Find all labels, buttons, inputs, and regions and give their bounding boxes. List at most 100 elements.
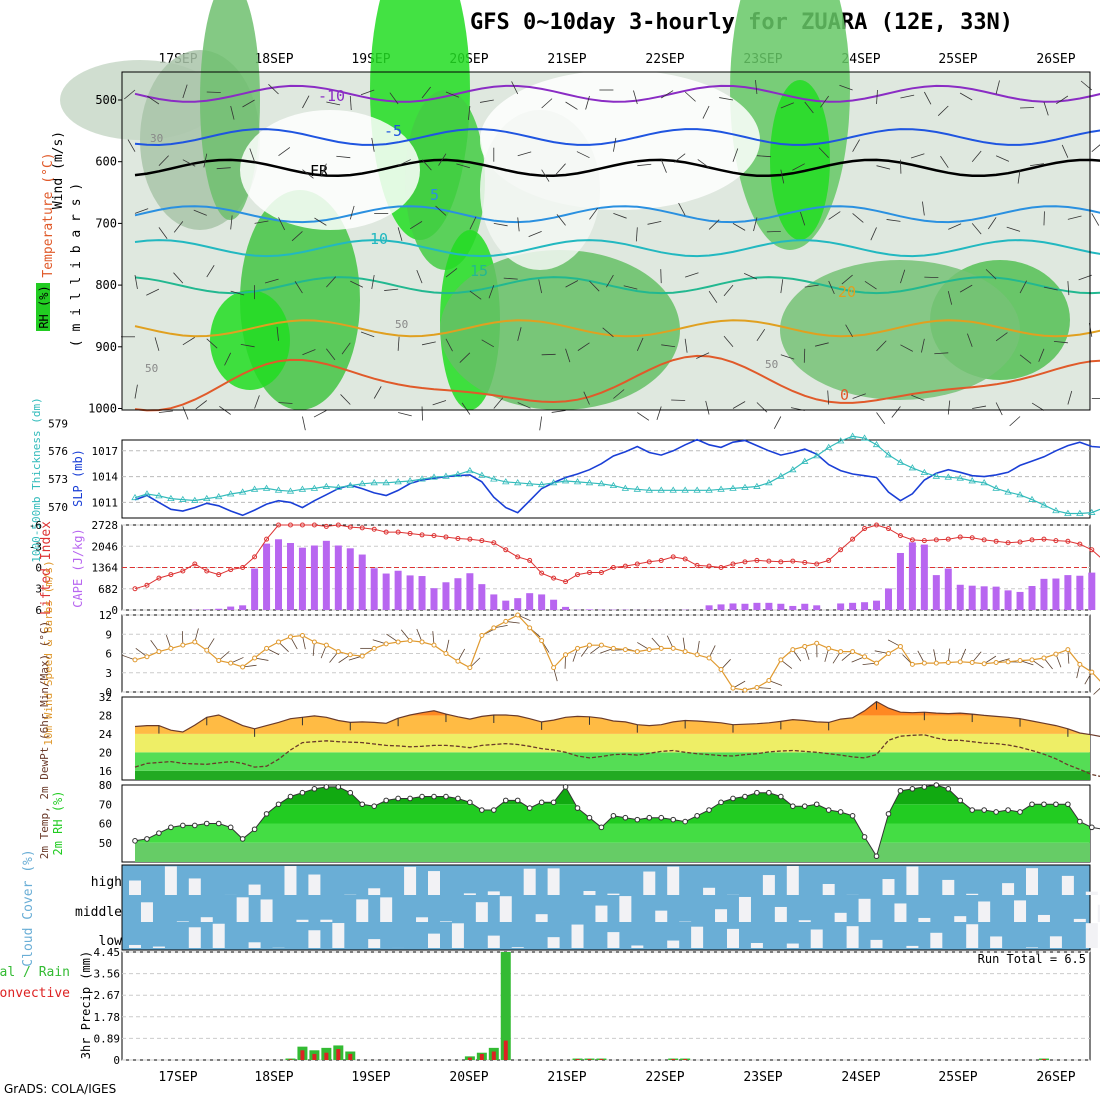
wind-marker: [969, 659, 975, 665]
cloud-block: [308, 930, 321, 948]
cloud-block: [523, 868, 536, 895]
rh-marker: [180, 822, 186, 829]
wind-barb: [633, 90, 638, 105]
cloud-block: [858, 898, 871, 922]
cape-bar: [717, 604, 725, 610]
li-marker: [682, 556, 688, 562]
thickness-line: [134, 435, 1100, 515]
cloud-block: [1002, 883, 1015, 895]
pressure-tick-label: 600: [95, 155, 117, 169]
li-marker: [742, 559, 748, 565]
thickness-marker: [274, 486, 283, 493]
wind-barb: [1017, 169, 1021, 184]
cloud-block: [284, 866, 297, 895]
thickness-marker: [394, 478, 402, 485]
thickness-marker: [753, 482, 761, 489]
thickness-marker: [537, 480, 546, 488]
rh-marker: [419, 793, 425, 800]
precip-conv-bar: [491, 1051, 496, 1060]
wind-marker: [276, 639, 282, 645]
cloud-block: [906, 866, 919, 895]
wind-barb: [947, 400, 951, 415]
rh-marker: [192, 822, 198, 829]
wind-barb: [971, 223, 982, 235]
rh-marker: [407, 795, 413, 802]
wind-barb: [972, 405, 987, 409]
cape-bar: [322, 540, 330, 610]
li-marker: [311, 522, 317, 528]
cape-bar: [861, 602, 869, 610]
wind-marker: [395, 639, 401, 645]
cape-bar: [275, 539, 283, 610]
wind-barb: [336, 155, 351, 159]
cape-bar: [813, 605, 821, 610]
cloud-block: [1097, 904, 1100, 922]
wind-barb: [841, 274, 853, 285]
thickness-marker: [836, 437, 845, 444]
wind-tick-label: 12: [99, 609, 112, 622]
thickness-marker: [286, 487, 295, 494]
wind-barb: [416, 269, 423, 284]
wind-barb: [684, 338, 688, 353]
wind-barb: [910, 153, 925, 159]
wind-barb: [313, 410, 327, 418]
thickness-marker: [215, 492, 223, 500]
wind-barb: [743, 273, 758, 280]
wind-marker: [323, 642, 329, 648]
cloud-block: [571, 924, 584, 948]
cloud-block: [487, 935, 500, 948]
rh-shade: [480, 110, 600, 270]
wind-marker: [598, 642, 604, 648]
wind-barb: [684, 91, 696, 102]
wind-barb: [432, 400, 447, 406]
wind-barb: [852, 139, 860, 152]
rh-marker: [431, 793, 437, 800]
cloud-block: [535, 914, 548, 922]
li-marker: [814, 561, 820, 567]
ylabel-wind: Wind (m/s): [51, 131, 66, 209]
wind-barb: [576, 151, 590, 159]
rh-marker: [909, 786, 916, 792]
rh-marker: [993, 809, 999, 815]
temp-tick-label: 28: [99, 709, 112, 722]
rh-marker: [215, 820, 222, 827]
wind-barb: [1091, 213, 1100, 226]
wind-barb: [1038, 348, 1045, 362]
wind-barb: [314, 217, 327, 226]
precip-conv-bar: [467, 1057, 472, 1060]
wind-barb: [804, 101, 814, 114]
wind-barb: [193, 209, 207, 216]
wind-marker: [754, 685, 760, 691]
wind-marker: [742, 687, 748, 693]
rh-marker: [359, 801, 366, 808]
wind-marker: [539, 638, 545, 644]
thickness-marker: [741, 483, 749, 490]
wind-marker: [551, 665, 557, 671]
cloud-block: [236, 897, 249, 922]
thickness-marker: [1028, 495, 1036, 502]
cape-bar: [777, 603, 785, 610]
thickness-tick-label: 576: [48, 445, 68, 458]
wind-barb: [203, 153, 208, 168]
rh-marker: [885, 811, 892, 817]
wind-barb: [732, 148, 739, 162]
wind-marker: [885, 651, 891, 656]
thickness-slp-frame: [121, 439, 1091, 519]
wind-barb: [224, 352, 232, 366]
cloud-block: [487, 891, 500, 895]
cloud-block: [451, 923, 464, 948]
cloud-block: [1085, 891, 1098, 895]
dewpoint-line: [134, 734, 1100, 778]
ylabel-cape: CAPE (J/kg): [71, 528, 85, 607]
wind-barb: [995, 80, 1000, 95]
cloud-block: [727, 928, 739, 948]
thickness-marker: [633, 485, 642, 492]
cloud-block: [750, 942, 763, 948]
wind-barb: [302, 416, 306, 431]
li-marker: [192, 561, 198, 567]
wind-barb: [230, 290, 245, 296]
rh-contour-label: 50: [765, 358, 778, 371]
wind-barb: [421, 341, 436, 346]
wind-barb: [613, 389, 625, 399]
wind-barb: [481, 339, 494, 348]
